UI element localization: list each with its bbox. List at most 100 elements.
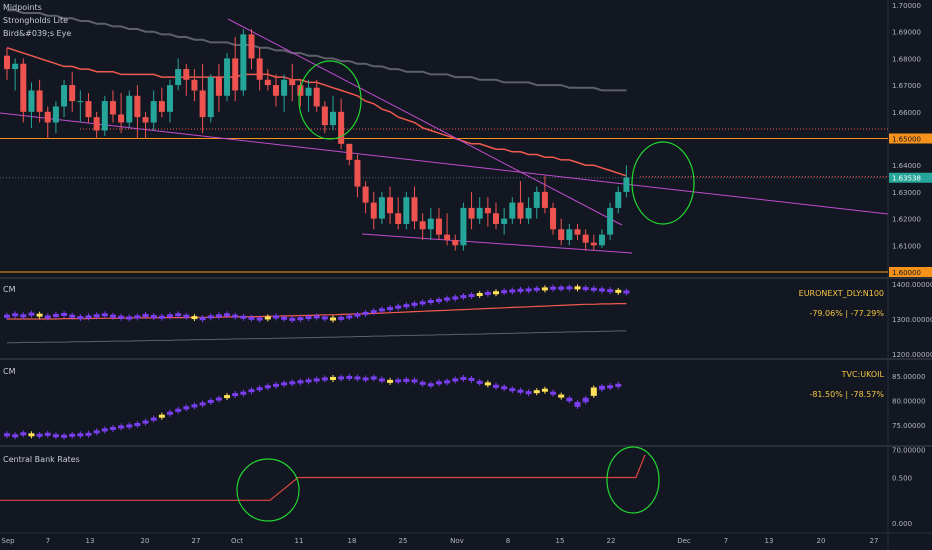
cm2-marker <box>12 434 19 438</box>
cm2-marker <box>44 432 51 436</box>
time-tick-label: 27 <box>870 537 879 545</box>
candle-body <box>509 202 516 219</box>
rates-title: Central Bank Rates <box>3 455 80 464</box>
cm2-marker <box>354 376 361 380</box>
candle-body <box>354 159 361 187</box>
candle-body <box>199 90 206 118</box>
cm2-marker <box>452 378 459 382</box>
cm2-marker <box>207 399 214 403</box>
candle-body <box>36 90 43 112</box>
cm1-marker <box>444 297 451 301</box>
candle-body <box>289 79 296 86</box>
candle-body <box>52 106 59 123</box>
cm2-marker <box>118 425 125 429</box>
time-tick-label: Nov <box>450 537 464 545</box>
cm1-marker <box>126 316 133 320</box>
cm2-marker <box>297 380 304 384</box>
cm1-marker <box>582 287 589 291</box>
cm2-marker <box>232 393 239 397</box>
cm2-marker <box>419 381 426 385</box>
cm2-marker <box>85 432 92 436</box>
cm1-marker <box>517 288 524 292</box>
candle-body <box>256 58 263 80</box>
time-tick-label: 15 <box>556 537 565 545</box>
candle-body <box>484 207 491 214</box>
trend-line-lower <box>0 112 889 215</box>
candle-body <box>346 143 353 160</box>
candle-body <box>215 77 222 96</box>
candle-body <box>493 213 499 224</box>
price-tick-label: 1.63000 <box>892 189 921 197</box>
cm1-marker <box>615 289 622 293</box>
cm2-marker <box>134 423 141 427</box>
candle-body <box>525 207 532 219</box>
cm1-marker <box>427 300 434 303</box>
time-tick-label: 13 <box>765 537 774 545</box>
cm1-marker <box>460 295 467 299</box>
candle-body <box>460 207 467 246</box>
candle-body <box>167 85 173 112</box>
key-level-label: 1.65000 <box>892 136 921 144</box>
cm1-marker <box>77 316 84 320</box>
cm1-marker <box>224 313 231 317</box>
cm1-marker <box>134 315 141 319</box>
time-tick-label: 20 <box>817 537 826 545</box>
price-tick-label: 1.70000 <box>892 2 921 10</box>
cm1-marker <box>550 286 557 290</box>
cm1-marker <box>354 313 361 317</box>
cm1-ticker: EURONEXT_DLY:N100 <box>798 289 884 298</box>
cm2-marker <box>313 378 320 382</box>
cm1-marker <box>12 313 19 317</box>
candle-body <box>61 85 68 107</box>
annotation-circle <box>631 141 695 225</box>
cm1-marker <box>525 288 532 292</box>
candle-body <box>541 191 548 208</box>
candle-body <box>330 111 336 126</box>
cm1-marker <box>20 314 27 318</box>
cm2-marker <box>435 381 442 385</box>
cm1-marker <box>4 314 10 318</box>
cm2-marker <box>4 433 10 437</box>
candle-body <box>566 229 573 240</box>
cm1-marker <box>362 311 369 315</box>
candle-body <box>590 242 597 246</box>
cm2-marker <box>338 376 345 380</box>
cm2-marker <box>444 380 451 384</box>
cm2-marker <box>167 411 173 415</box>
cm1-marker <box>175 313 182 317</box>
candle-body <box>272 85 279 96</box>
candle-body <box>607 207 614 235</box>
cm1-marker <box>44 315 51 319</box>
cm2-marker <box>77 433 84 437</box>
cm2-marker <box>20 432 27 436</box>
cm2-marker <box>346 375 353 379</box>
cm1-marker <box>248 316 255 320</box>
cm2-marker <box>109 426 116 430</box>
cm1-marker <box>305 316 312 320</box>
candle-body <box>362 186 369 203</box>
candle-body <box>158 101 165 112</box>
candle-body <box>44 111 51 123</box>
cm2-ticker: TVC:UKOIL <box>841 370 884 379</box>
cm1-tick-label: 1300.00000 <box>892 316 932 324</box>
cm1-marker <box>501 290 508 294</box>
cm1-marker <box>256 317 263 321</box>
cm2-marker <box>93 430 100 434</box>
cm2-marker <box>28 433 35 437</box>
cm1-marker <box>207 315 214 319</box>
candle-body <box>93 117 100 131</box>
cm1-marker <box>36 313 43 317</box>
candle-body <box>313 87 320 107</box>
cm2-marker <box>468 377 475 381</box>
candle-body <box>101 101 108 131</box>
candle-body <box>109 101 116 115</box>
cm2-marker <box>240 391 247 395</box>
cm2-marker <box>525 391 532 395</box>
candle-body <box>468 207 475 219</box>
candle-body <box>69 85 76 102</box>
price-tick-label: 1.66000 <box>892 109 921 117</box>
cm2-tick-label: 80.00000 <box>892 398 925 406</box>
time-tick-label: 7 <box>46 537 50 545</box>
rates-tick-label: 0.000 <box>892 520 912 528</box>
